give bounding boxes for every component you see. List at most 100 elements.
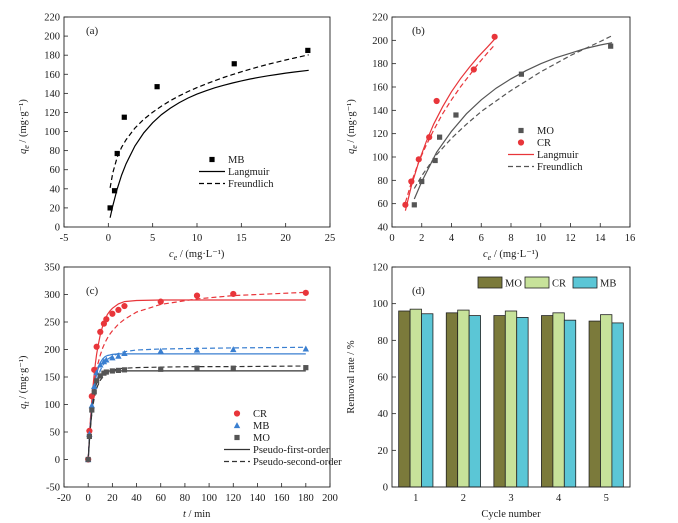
y-tick-label: 220 — [372, 13, 388, 24]
panel-label: (c) — [86, 285, 99, 297]
x-tick-label: 80 — [180, 493, 191, 504]
point-cr — [470, 66, 477, 73]
y-tick-label: 80 — [378, 176, 389, 187]
legend-marker-mo — [518, 127, 524, 134]
x-tick-label: 200 — [322, 493, 338, 504]
point-cr — [121, 302, 128, 310]
series-freundlich-line — [109, 54, 309, 189]
point-cr — [408, 178, 415, 185]
x-tick-label: 0 — [86, 493, 91, 504]
y-tick-label: 80 — [50, 146, 61, 157]
panel-label: (d) — [412, 285, 425, 297]
x-tick-label: 120 — [225, 493, 241, 504]
point-mb — [157, 347, 164, 354]
x-tick-label: 0 — [106, 233, 111, 244]
legend-label: MO — [253, 433, 270, 444]
y-axis-label: qt / (mg·g⁻¹) — [18, 355, 31, 409]
y-tick-label: 120 — [372, 129, 388, 140]
y-tick-label: 160 — [372, 83, 388, 94]
point-mo — [194, 365, 200, 371]
x-tick-label: 0 — [389, 233, 394, 244]
x-tick-label: 5 — [604, 493, 609, 504]
point-mo — [109, 368, 115, 374]
point-mb — [121, 114, 127, 120]
chart-panel-2: 40 60 80 100 120 140 160 180 200 220 0 2 4 6 8 10 12 14 16… — [346, 13, 635, 263]
bar-mb — [563, 319, 577, 488]
chart-panel-3: -50 0 50 100 150 200 250 300 350 -20 0 20 40 60 80 100 1… — [18, 263, 342, 521]
y-tick-label: 40 — [378, 223, 389, 234]
x-tick-label: 25 — [325, 233, 336, 244]
y-tick-label: 200 — [372, 36, 388, 47]
panel-label: (a) — [86, 25, 99, 37]
point-mo — [158, 366, 164, 372]
point-mo — [419, 178, 425, 185]
bar-mb — [516, 317, 529, 488]
legend-label: MO — [505, 279, 522, 290]
legend-label: CR — [253, 409, 267, 420]
point-mo — [437, 134, 443, 140]
y-tick-label: 80 — [378, 336, 389, 347]
y-tick-label: 40 — [50, 184, 61, 195]
point-mb — [91, 382, 98, 389]
y-tick-label: 120 — [44, 108, 60, 119]
point-mo — [91, 389, 97, 395]
point-cr — [302, 289, 309, 296]
x-tick-label: -20 — [57, 493, 71, 504]
legend-label: MB — [253, 421, 269, 432]
point-mb — [114, 150, 120, 157]
y-tick-label: 150 — [44, 373, 60, 384]
x-tick-label: 1 — [413, 493, 418, 504]
x-tick-label: 180 — [298, 493, 314, 504]
point-cr — [157, 298, 164, 305]
point-cr — [491, 33, 498, 40]
legend-label: Langmuir — [228, 167, 270, 178]
x-tick-label: 2 — [461, 493, 466, 504]
point-cr — [193, 292, 201, 299]
bar-mb — [468, 315, 481, 488]
x-tick-label: 16 — [625, 233, 636, 244]
y-tick-label: 100 — [372, 299, 388, 310]
series-freundlich-line — [404, 44, 496, 203]
point-mo — [432, 157, 438, 164]
y-tick-label: 100 — [44, 400, 60, 411]
plot-frame — [391, 16, 631, 228]
x-tick-label: 40 — [131, 493, 142, 504]
series-freundlich-line — [413, 35, 613, 189]
x-tick-label: 12 — [565, 233, 576, 244]
x-tick-label: 2 — [419, 233, 424, 244]
y-axis-label: qe / (mg·g⁻¹) — [346, 99, 359, 154]
point-mo — [97, 373, 103, 379]
point-mo — [411, 202, 417, 208]
x-tick-label: 4 — [556, 493, 562, 504]
y-tick-label: 20 — [50, 203, 61, 214]
legend-label: CR — [552, 279, 566, 290]
x-tick-label: 3 — [508, 493, 513, 504]
y-tick-label: 50 — [50, 428, 61, 439]
point-mo — [608, 43, 614, 49]
point-cr — [402, 201, 409, 208]
legend-label: Pseudo-second-order — [253, 457, 342, 468]
point-cr — [109, 310, 116, 317]
plot-frame — [63, 16, 331, 228]
legend-marker-mb — [209, 156, 215, 163]
bar-mo — [588, 320, 601, 488]
legend-label: Langmuir — [537, 150, 579, 161]
point-mb — [88, 402, 96, 409]
y-tick-label: 220 — [44, 13, 60, 24]
plot-frame — [391, 266, 631, 488]
y-axis-label-group: Removal rate / % — [346, 340, 357, 413]
x-tick-label: 160 — [274, 493, 290, 504]
point-mb — [109, 354, 116, 361]
y-tick-label: 60 — [50, 165, 61, 176]
point-mo — [121, 367, 128, 373]
legend-marker-cr — [517, 139, 525, 146]
legend-swatch-cr — [524, 276, 550, 289]
bar-cr — [504, 310, 518, 488]
point-mo — [94, 378, 100, 384]
legend-label: CR — [537, 138, 551, 149]
bar-mb — [611, 322, 624, 488]
y-tick-label: 200 — [44, 345, 60, 356]
y-tick-label: 140 — [372, 106, 388, 117]
legend-label: MO — [537, 126, 554, 137]
